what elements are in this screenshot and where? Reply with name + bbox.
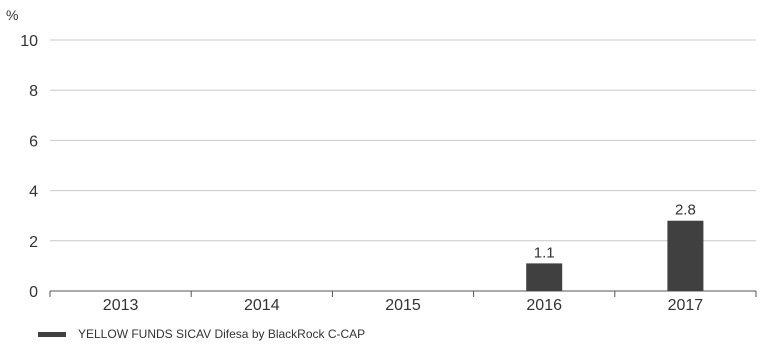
y-tick-label: 10 — [20, 33, 38, 50]
y-axis-ticks: 0 2 4 6 8 10 — [20, 33, 38, 301]
gridlines — [50, 39, 756, 242]
y-tick-label: 8 — [29, 83, 38, 100]
x-tick-label: 2016 — [526, 297, 562, 314]
legend-swatch — [38, 331, 66, 337]
y-tick-label: 4 — [29, 184, 38, 201]
bar-2016 — [526, 263, 563, 291]
x-axis: 2013 2014 2015 2016 2017 — [49, 290, 757, 314]
bars — [526, 220, 704, 291]
data-label-2017: 2.8 — [675, 202, 696, 219]
x-tick-label: 2013 — [103, 297, 139, 314]
y-tick-label: 2 — [29, 234, 38, 251]
y-axis-unit-label: % — [6, 7, 18, 23]
data-labels: 1.1 2.8 — [534, 202, 696, 262]
legend: YELLOW FUNDS SICAV Difesa by BlackRock C… — [38, 326, 365, 342]
x-tick-label: 2015 — [385, 297, 421, 314]
data-label-2016: 1.1 — [534, 244, 555, 261]
y-tick-label: 6 — [29, 133, 38, 150]
x-tick-label: 2017 — [668, 297, 704, 314]
y-tick-label: 0 — [29, 284, 38, 301]
x-tick-label: 2014 — [244, 297, 280, 314]
bar-2017 — [667, 220, 704, 291]
legend-label: YELLOW FUNDS SICAV Difesa by BlackRock C… — [78, 327, 366, 341]
